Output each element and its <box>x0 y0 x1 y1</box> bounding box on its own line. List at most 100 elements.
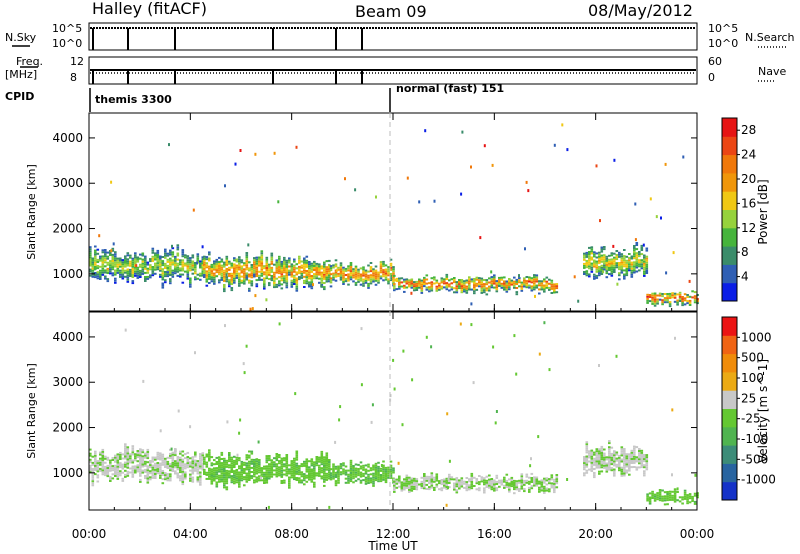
power-echo-cell <box>278 264 281 266</box>
velocity-echo-cell <box>308 460 311 463</box>
power-echo-cell <box>179 275 182 278</box>
power-echo-cell <box>210 270 214 273</box>
power-echo-cell <box>428 288 431 291</box>
power-echo-cell <box>169 280 172 283</box>
power-colorbar-swatch <box>722 191 737 210</box>
power-echo-cell <box>114 271 117 274</box>
power-echo-cell <box>225 278 229 281</box>
power-echo-cell <box>393 283 396 286</box>
power-echo-cell <box>347 269 350 272</box>
velocity-scatter-echo <box>411 378 414 382</box>
velocity-echo-cell <box>220 468 224 471</box>
power-echo-cell <box>555 291 559 294</box>
velocity-echo-cell <box>288 482 291 485</box>
velocity-echo-cell <box>588 450 591 453</box>
velocity-echo-cell <box>156 457 160 460</box>
velocity-echo-cell <box>693 494 697 497</box>
velocity-echo-cell <box>382 470 385 473</box>
velocity-echo-cell <box>290 472 294 475</box>
power-echo-cell <box>525 276 529 278</box>
velocity-echo-cell <box>225 469 229 472</box>
velocity-echo-cell <box>260 471 264 474</box>
power-echo-cell <box>144 259 147 262</box>
velocity-echo-cell <box>121 457 125 460</box>
power-echo-cell <box>347 275 350 278</box>
power-echo-cell <box>428 290 431 293</box>
velocity-echo-cell <box>243 472 246 474</box>
power-echo-cell <box>645 247 649 250</box>
power-echo-cell <box>124 269 127 272</box>
power-echo-cell <box>520 289 524 292</box>
power-echo-cell <box>323 269 326 272</box>
velocity-echo-cell <box>240 471 244 474</box>
power-echo-cell <box>337 275 340 277</box>
power-echo-cell <box>653 296 657 299</box>
power-echo-cell <box>109 266 112 269</box>
velocity-echo-cell <box>553 484 556 487</box>
power-echo-cell <box>308 265 311 268</box>
power-echo-cell <box>440 285 444 288</box>
velocity-echo-cell <box>245 468 249 471</box>
power-echo-cell <box>543 288 546 291</box>
power-echo-cell <box>369 282 373 285</box>
velocity-echo-cell <box>139 456 142 459</box>
power-echo-cell <box>104 265 107 268</box>
power-echo-cell <box>136 274 140 277</box>
power-echo-cell <box>315 271 319 274</box>
velocity-echo-cell <box>295 452 299 455</box>
velocity-echo-cell <box>159 452 162 455</box>
velocity-echo-cell <box>608 460 611 463</box>
power-echo-cell <box>131 259 135 262</box>
velocity-echo-cell <box>106 469 110 471</box>
power-echo-cell <box>154 272 157 275</box>
velocity-echo-cell <box>149 476 152 479</box>
velocity-echo-cell <box>420 487 424 489</box>
velocity-echo-cell <box>425 488 429 490</box>
velocity-echo-cell <box>308 468 311 471</box>
velocity-echo-cell <box>320 477 324 480</box>
power-echo-cell <box>215 275 219 278</box>
power-echo-cell <box>478 279 481 282</box>
velocity-echo-cell <box>300 465 304 468</box>
velocity-echo-cell <box>278 456 281 459</box>
power-echo-cell <box>290 273 294 276</box>
velocity-echo-cell <box>240 469 244 472</box>
power-echo-cell <box>605 272 609 275</box>
velocity-echo-cell <box>523 479 526 482</box>
velocity-echo-cell <box>605 458 609 461</box>
power-echo-cell <box>149 264 152 267</box>
velocity-echo-cell <box>215 483 219 486</box>
power-echo-cell <box>201 270 205 273</box>
power-echo-cell <box>393 289 396 292</box>
power-echo-cell <box>538 284 541 287</box>
power-echo-cell <box>119 271 122 274</box>
power-echo-cell <box>495 282 499 285</box>
velocity-echo-cell <box>208 455 211 458</box>
power-echo-cell <box>245 266 249 269</box>
power-echo-cell <box>483 289 486 292</box>
power-echo-cell <box>323 286 326 289</box>
velocity-echo-cell <box>186 462 190 465</box>
power-echo-cell <box>245 260 249 263</box>
velocity-echo-cell <box>593 468 596 470</box>
velocity-echo-cell <box>116 455 120 458</box>
velocity-echo-cell <box>151 464 155 467</box>
power-echo-cell <box>233 279 236 282</box>
velocity-echo-cell <box>199 481 202 484</box>
power-echo-cell <box>243 270 246 273</box>
velocity-echo-cell <box>285 462 289 465</box>
velocity-echo-cell <box>91 474 95 477</box>
power-echo-cell <box>144 255 147 258</box>
velocity-echo-cell <box>688 495 692 498</box>
velocity-echo-cell <box>176 472 180 475</box>
power-echo-cell <box>600 250 604 253</box>
velocity-echo-cell <box>384 481 388 484</box>
power-echo-cell <box>300 264 304 267</box>
velocity-echo-cell <box>440 489 444 492</box>
power-scatter-echo <box>613 158 616 162</box>
velocity-echo-cell <box>109 480 112 482</box>
velocity-echo-cell <box>387 476 390 479</box>
power-echo-cell <box>389 266 393 269</box>
velocity-echo-cell <box>653 493 657 496</box>
power-echo-cell <box>455 291 459 294</box>
